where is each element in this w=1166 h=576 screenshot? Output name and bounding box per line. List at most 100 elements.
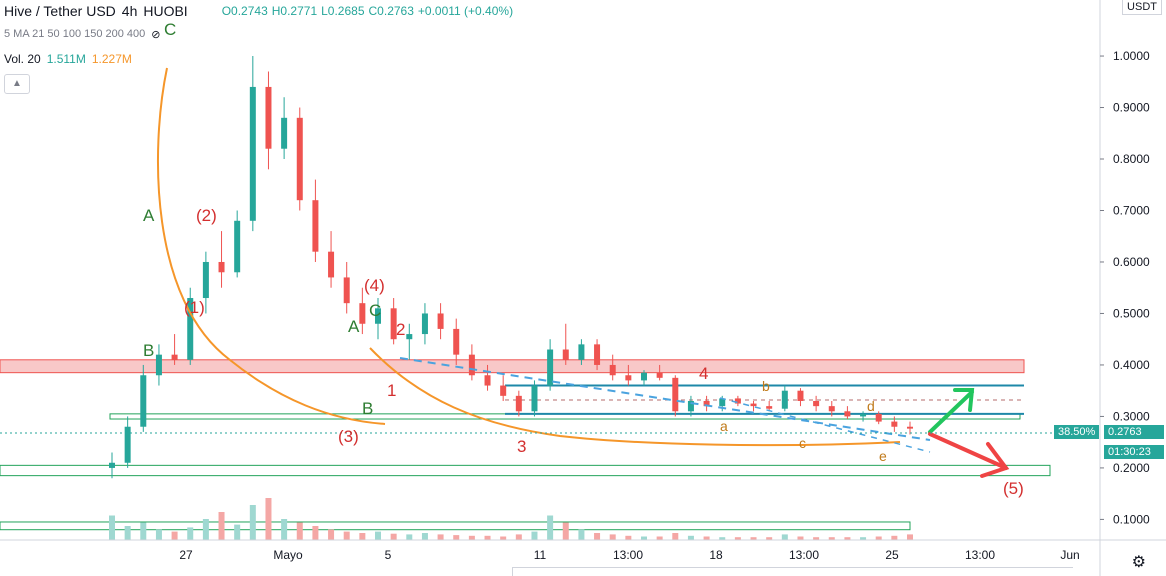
trendline-dashed-2 <box>719 397 931 453</box>
time-tick-label: 18 <box>709 548 723 562</box>
volume-value-2: 1.227M <box>91 52 132 66</box>
candle-body <box>265 86 272 149</box>
candle-body <box>202 261 209 299</box>
candle-body <box>171 354 178 360</box>
volume-bar <box>672 533 679 540</box>
candle-body <box>468 354 475 376</box>
last-price-label: 0.2763 <box>1104 425 1164 439</box>
volume-bar <box>437 534 444 540</box>
volume-bar <box>421 533 428 540</box>
trendline-dashed-1 <box>399 357 931 441</box>
drawings <box>0 67 1100 478</box>
high-value: H0.2771 <box>271 4 318 18</box>
volume-bar <box>234 524 241 540</box>
price-tick-label: 0.2000 <box>1113 461 1150 475</box>
candle-body <box>375 308 381 324</box>
candle-body <box>656 372 663 378</box>
candle-body <box>562 349 569 360</box>
label-a: a <box>720 418 728 434</box>
label-B1: B <box>143 341 154 360</box>
countdown-label: 01:30:23 <box>1104 445 1164 459</box>
volume-bar <box>453 535 460 540</box>
volume-bar <box>515 534 522 540</box>
change-value: +0.0011 (+0.40%) <box>417 4 514 18</box>
candle-body <box>328 251 335 278</box>
candle-body <box>766 406 773 409</box>
candle-body <box>218 261 225 273</box>
label-n3: 3 <box>517 437 526 456</box>
bottom-toolbar[interactable] <box>512 567 1073 576</box>
price-axis[interactable]: 1.0000 0.9000 0.8000 0.7000 0.6000 0.5000 0.40… <box>1100 49 1150 526</box>
time-axis[interactable]: 27 Mayo 5 11 13:00 18 13:00 25 13:00 Jun <box>179 548 1079 562</box>
support-zone-3 <box>0 521 911 531</box>
volume-bar <box>562 522 569 540</box>
price-tick-label: 0.5000 <box>1113 306 1150 320</box>
candle-body <box>406 334 413 340</box>
volume-bar <box>281 519 288 540</box>
support-zone-2 <box>0 464 1051 477</box>
volume-bar <box>719 537 726 540</box>
volume-bar <box>813 537 820 540</box>
symbol-title[interactable]: Hive / Tether USD <box>4 3 116 19</box>
time-tick-label: 27 <box>179 548 193 562</box>
label-B2: B <box>362 399 373 418</box>
time-tick-label: 11 <box>534 548 547 562</box>
volume-bar <box>500 536 507 540</box>
close-value: C0.2763 <box>368 4 414 18</box>
gear-icon[interactable]: ⚙ <box>1131 554 1146 571</box>
wave-labels: A B C (2) (1) (3) (4) (5) A C B 1 2 3 4 <box>143 20 1024 498</box>
candle-body <box>907 426 913 429</box>
volume-bar <box>844 537 851 540</box>
candle-body <box>343 277 350 304</box>
bullish-arrow <box>928 388 975 434</box>
candlesticks <box>109 56 913 479</box>
eye-slash-icon[interactable]: ⊘ <box>151 29 161 41</box>
candle-body <box>437 313 444 329</box>
exchange-label: HUOBI <box>143 3 188 19</box>
chart-header: Hive / Tether USD 4h HUOBI O0.2743 H0.27… <box>4 3 513 19</box>
candle-body <box>672 377 679 412</box>
ma-indicator-row[interactable]: 5 MA 21 50 100 150 200 400 ⊘ <box>4 28 161 41</box>
volume-bar <box>578 529 585 540</box>
subwave-labels: a b c d e <box>720 378 887 464</box>
volume-indicator-row[interactable]: Vol. 20 1.511M 1.227M <box>4 52 132 66</box>
price-tick-label: 0.1000 <box>1113 512 1150 526</box>
candle-body <box>703 400 710 407</box>
label-C1: C <box>164 20 176 39</box>
candle-body <box>844 411 851 417</box>
interval-label[interactable]: 4h <box>121 3 138 19</box>
wave-arc-1 <box>156 67 386 425</box>
price-tick-label: 0.6000 <box>1113 255 1150 269</box>
volume-bar <box>155 529 162 540</box>
volume-bar <box>891 535 898 540</box>
volume-bar <box>766 537 773 540</box>
currency-label[interactable]: USDT <box>1122 0 1162 15</box>
candle-body <box>390 308 397 340</box>
label-c: c <box>799 435 806 451</box>
candle-body <box>734 398 741 404</box>
volume-bar <box>750 537 757 540</box>
collapse-indicators-button[interactable]: ▲ <box>4 74 30 94</box>
volume-bar <box>312 526 319 540</box>
price-tick-label: 0.3000 <box>1113 409 1150 423</box>
candle-body <box>421 313 428 335</box>
volume-bar <box>140 522 147 540</box>
candle-body <box>641 372 647 381</box>
label-w3p: (3) <box>338 427 359 446</box>
price-tick-label: 0.8000 <box>1113 152 1150 166</box>
candle-body <box>719 398 726 407</box>
candle-body <box>187 298 194 360</box>
volume-label: Vol. 20 <box>4 52 41 66</box>
label-C2: C <box>369 301 381 320</box>
candle-body <box>875 413 882 422</box>
label-A1: A <box>143 206 155 225</box>
candle-body <box>109 462 115 468</box>
volume-bar <box>531 531 538 540</box>
volume-bar <box>296 522 303 540</box>
volume-bar <box>609 534 616 540</box>
price-tick-label: 0.4000 <box>1113 358 1150 372</box>
volume-bar <box>484 535 491 540</box>
candle-body <box>453 328 460 355</box>
candle-body <box>140 375 147 427</box>
